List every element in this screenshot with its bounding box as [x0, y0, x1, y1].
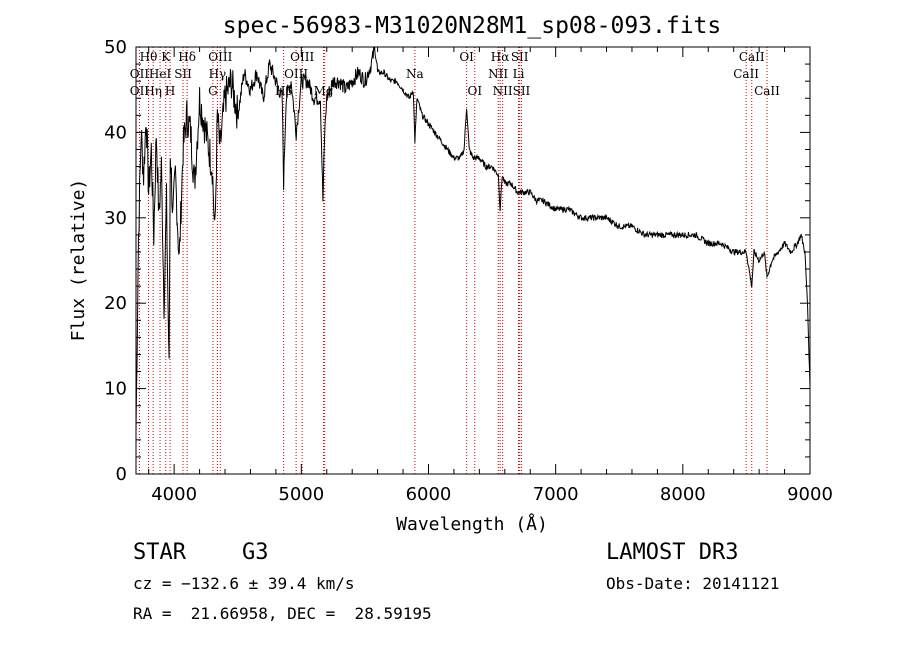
x-tick-label: 4000: [151, 484, 197, 505]
spectral-line-label: CaII: [733, 67, 759, 81]
y-tick-label: 50: [104, 37, 127, 58]
y-tick-label: 30: [104, 208, 127, 229]
x-tick-label: 6000: [406, 484, 452, 505]
y-tick-label: 10: [104, 379, 127, 400]
spectral-line-label: SII: [511, 50, 529, 64]
object-subclass: G3: [242, 540, 269, 565]
spectral-line-label: Hβ: [275, 84, 292, 98]
spectral-line-label: OII: [130, 84, 150, 98]
spectral-line-label: OIII: [290, 50, 314, 64]
spectral-line-label: Hδ: [178, 50, 196, 64]
plot-frame: [135, 46, 811, 475]
ra-dec-coordinates: RA = 21.66958, DEC = 28.59195: [133, 604, 432, 623]
y-axis-label: Flux (relative): [68, 179, 89, 342]
spectral-line-label: CaII: [739, 50, 765, 64]
y-tick-label: 0: [116, 464, 127, 485]
survey-name: LAMOST DR3: [606, 540, 739, 565]
spectrum-line: [135, 46, 811, 432]
spectral-line-label: NII: [493, 84, 513, 98]
redshift-cz: cz = −132.6 ± 39.4 km/s: [133, 574, 355, 593]
spectral-line-label: NII: [488, 67, 508, 81]
y-axis: 0 10 20 30 40 50: [104, 37, 810, 485]
x-tick-label: 7000: [533, 484, 579, 505]
spectral-line-label: G: [208, 84, 218, 98]
spectral-line-label: HeI: [149, 67, 172, 81]
observation-date: Obs-Date: 20141121: [606, 574, 780, 593]
spectral-line-label: Mg: [314, 84, 334, 98]
object-class: STAR: [133, 540, 186, 565]
spectral-line-label: CaII: [754, 84, 780, 98]
spectral-line-label: Hη: [144, 84, 162, 98]
spectral-line-label: H: [165, 84, 175, 98]
spectral-line-label: SII: [513, 84, 531, 98]
spectrum-series: [135, 46, 811, 432]
y-tick-label: 40: [104, 122, 127, 143]
spectral-line-label: OIII: [284, 67, 308, 81]
spectral-marker-lines: [138, 47, 768, 474]
spectral-line-label: SII: [174, 67, 192, 81]
x-axis: 4000 5000 6000 7000 8000 9000: [148, 47, 833, 505]
spectral-line-label: Li: [513, 67, 525, 81]
spectral-line-label: K: [161, 50, 171, 64]
spectral-line-label: OIII: [208, 50, 232, 64]
y-tick-label: 20: [104, 293, 127, 314]
x-axis-label: Wavelength (Å): [396, 513, 548, 535]
spectral-line-label: OII: [130, 67, 150, 81]
spectral-line-label: Hα: [491, 50, 510, 64]
spectral-line-label: Hθ: [140, 50, 158, 64]
x-tick-label: 9000: [787, 484, 833, 505]
x-tick-label: 8000: [660, 484, 706, 505]
spectral-line-label: Hγ: [209, 67, 227, 81]
spectral-line-label: OI: [467, 84, 482, 98]
x-tick-label: 5000: [278, 484, 324, 505]
chart-title: spec-56983-M31020N28M1_sp08-093.fits: [223, 13, 722, 39]
spectral-line-label: OI: [459, 50, 474, 64]
spectral-line-label: Na: [406, 67, 424, 81]
